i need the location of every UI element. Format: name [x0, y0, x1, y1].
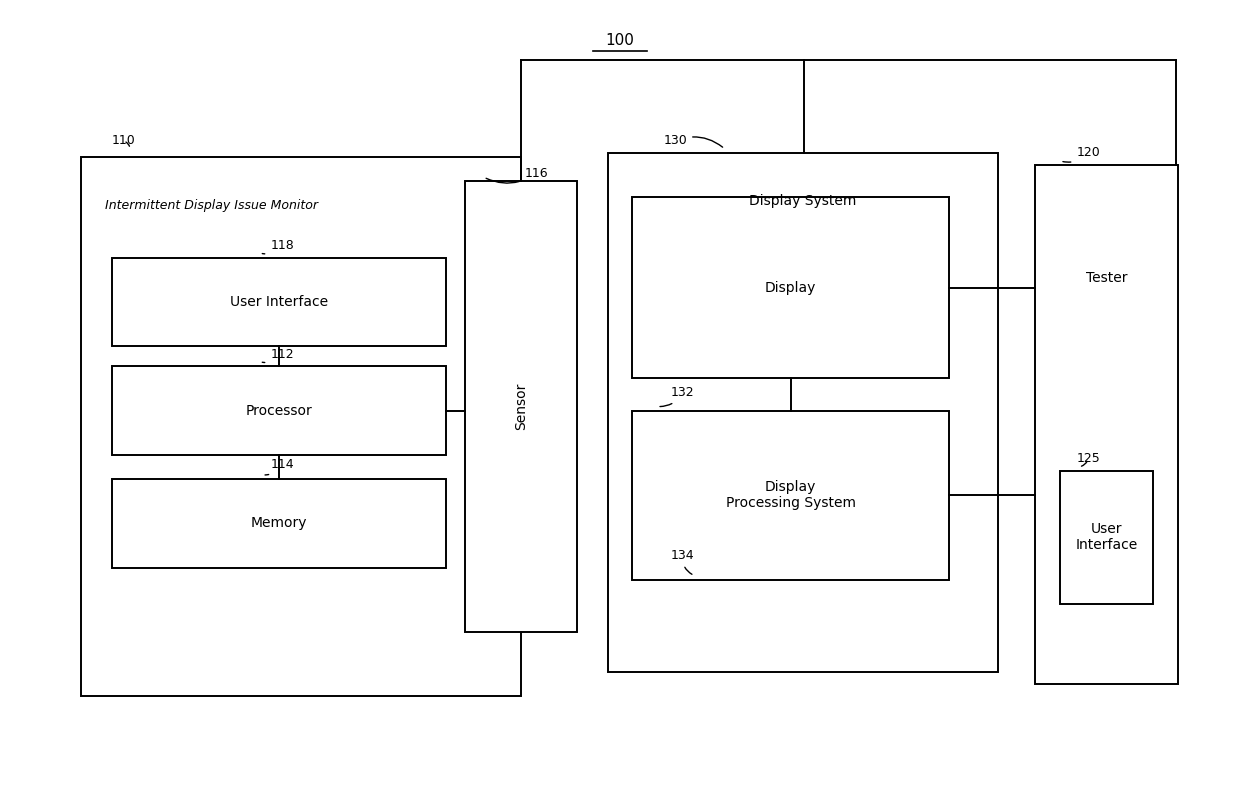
Bar: [465, 181, 577, 632]
Text: Processor: Processor: [246, 403, 312, 418]
Text: 116: 116: [486, 167, 548, 183]
Bar: [1035, 165, 1178, 684]
Bar: [1060, 471, 1153, 604]
Text: 134: 134: [671, 549, 694, 574]
Bar: [632, 197, 949, 378]
Text: 120: 120: [1063, 147, 1100, 162]
Text: Tester: Tester: [1086, 270, 1127, 285]
Text: 130: 130: [663, 134, 723, 147]
Text: 114: 114: [265, 458, 294, 475]
Text: Display: Display: [765, 281, 816, 295]
Bar: [112, 258, 446, 346]
Text: 118: 118: [263, 239, 294, 254]
Bar: [112, 366, 446, 455]
Text: Intermittent Display Issue Monitor: Intermittent Display Issue Monitor: [105, 199, 319, 212]
Text: 132: 132: [660, 386, 694, 407]
Text: Display System: Display System: [749, 194, 857, 208]
Text: Memory: Memory: [250, 516, 308, 530]
Text: 100: 100: [605, 33, 635, 47]
Text: User
Interface: User Interface: [1075, 522, 1138, 552]
Text: User Interface: User Interface: [229, 295, 329, 309]
Text: 112: 112: [263, 348, 294, 362]
Text: Display
Processing System: Display Processing System: [725, 480, 856, 510]
Bar: [632, 411, 949, 580]
Text: 125: 125: [1076, 452, 1100, 466]
Text: 110: 110: [112, 134, 135, 147]
Bar: [112, 479, 446, 568]
Bar: [81, 157, 521, 696]
Bar: [608, 153, 998, 672]
Text: Sensor: Sensor: [513, 383, 528, 430]
